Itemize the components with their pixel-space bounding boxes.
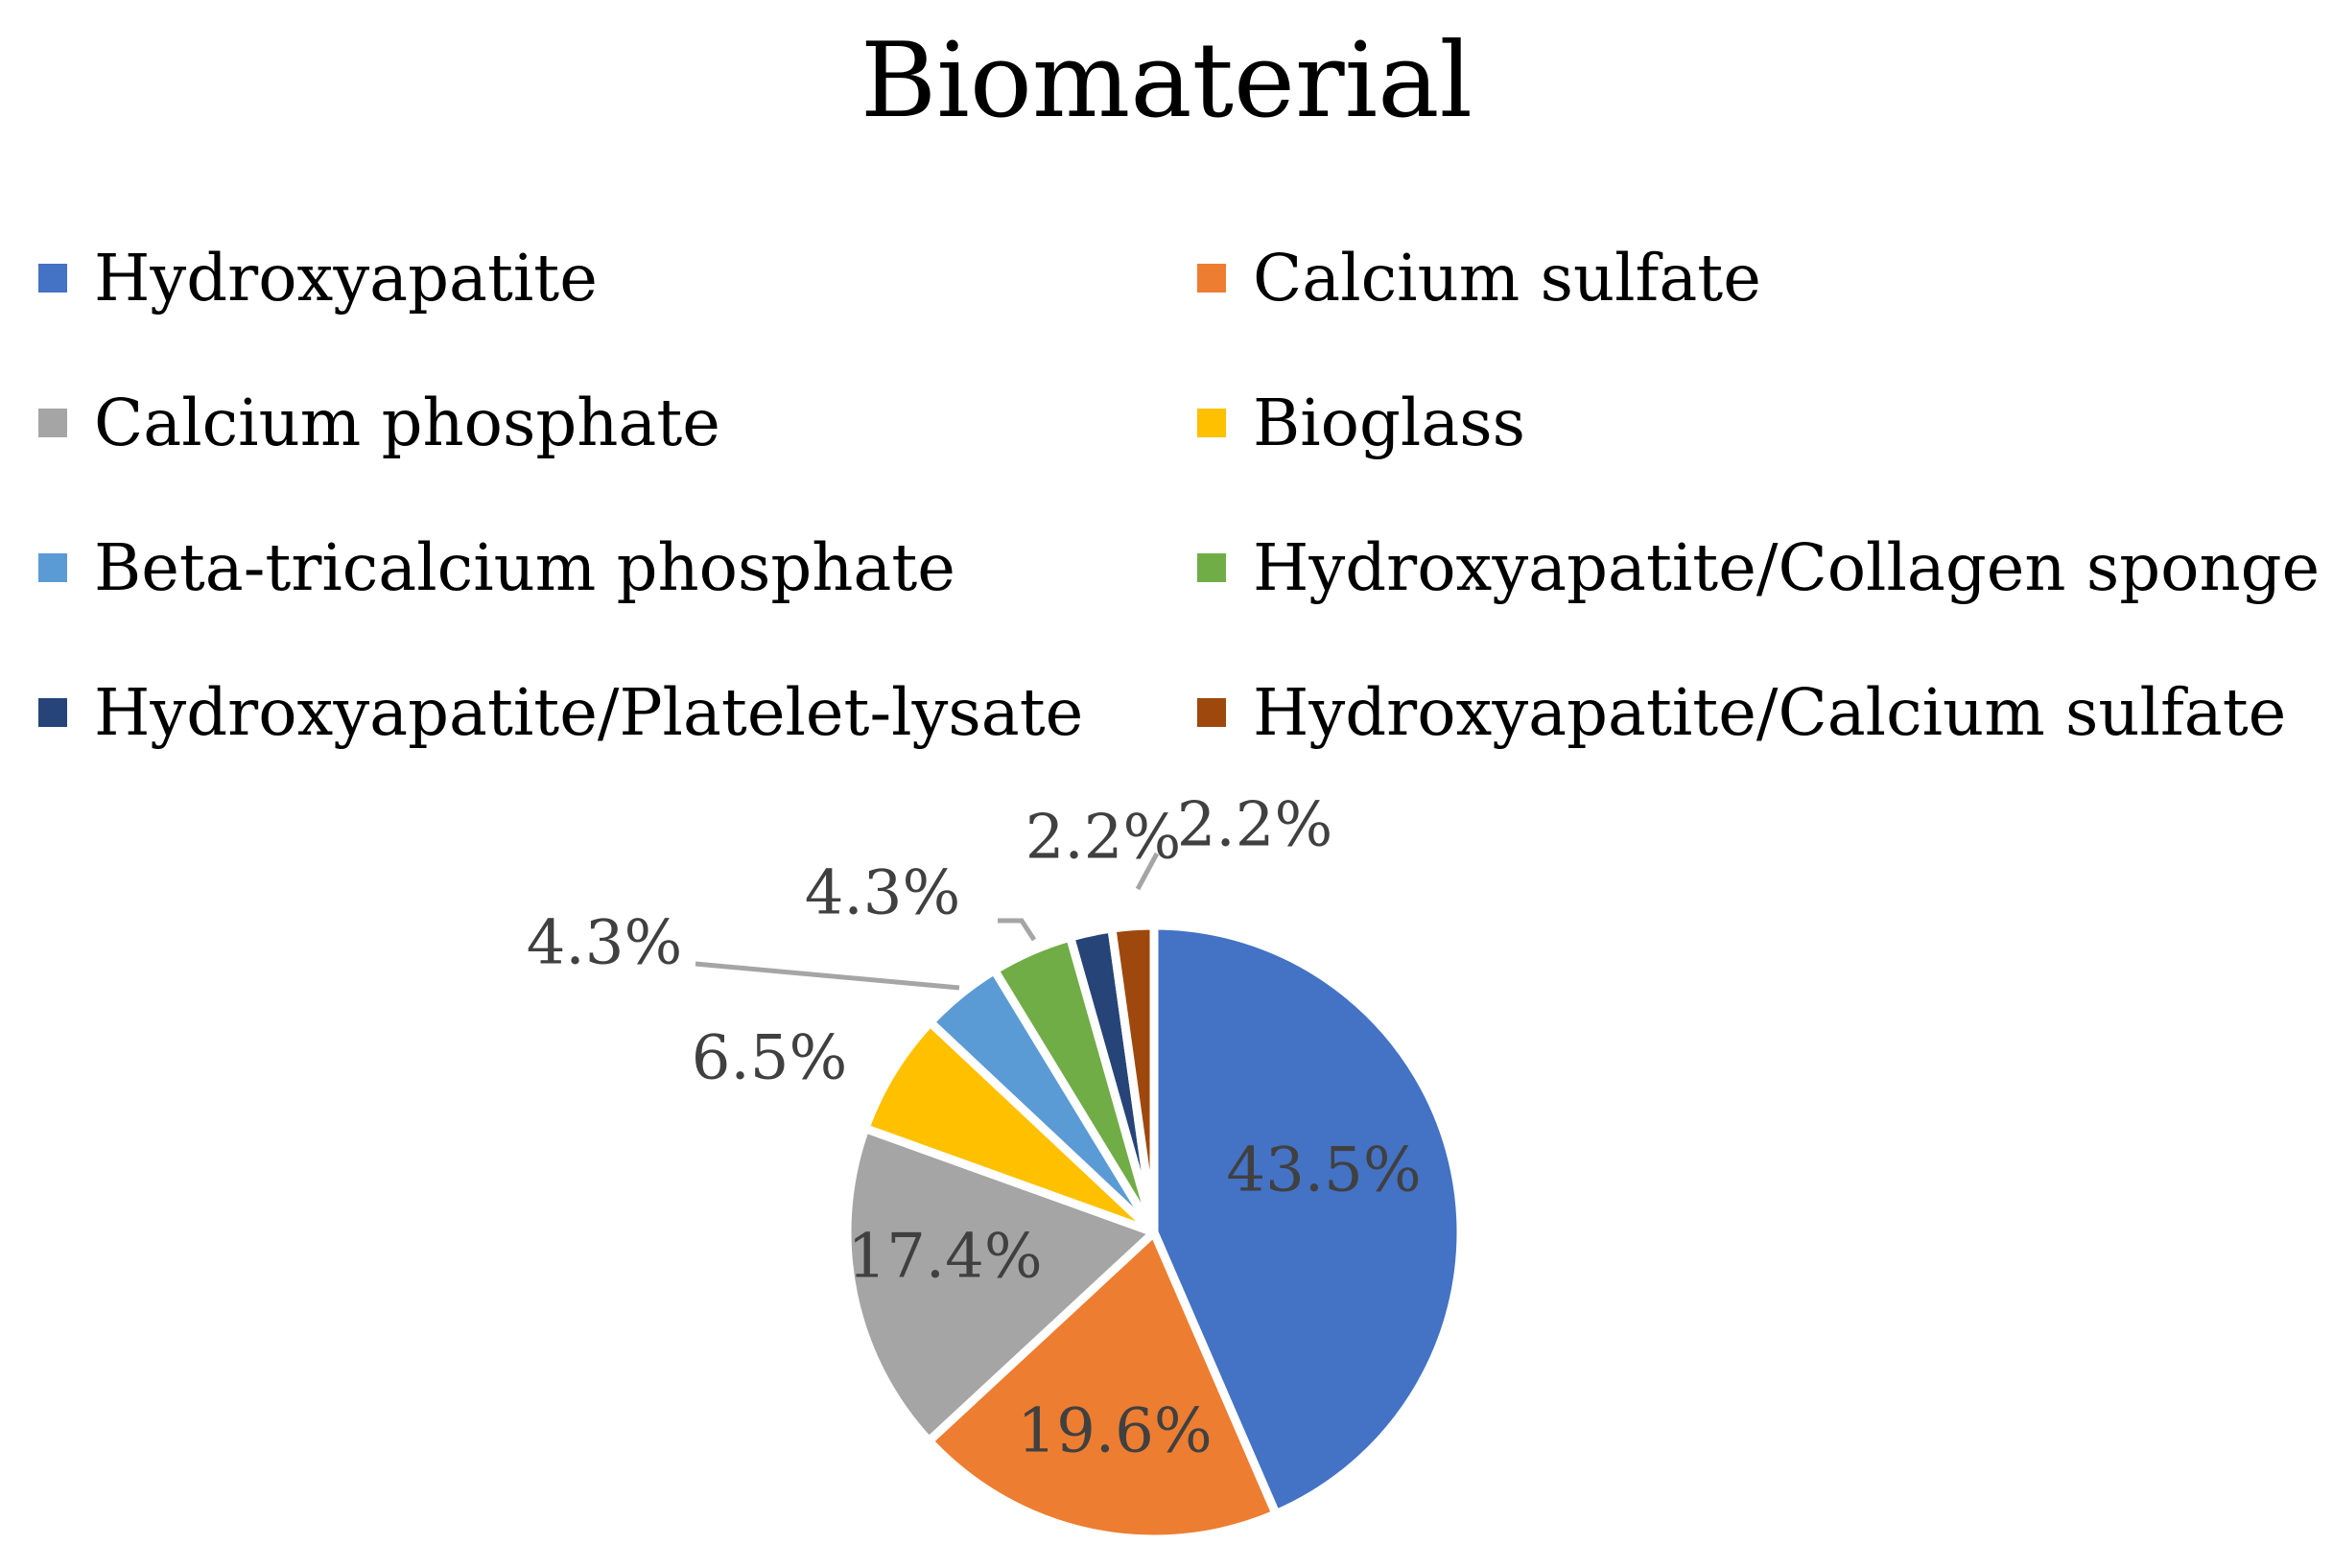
legend-item: Bioglass [1197, 380, 1525, 466]
data-label: 6.5% [692, 1023, 848, 1094]
pie-slice [924, 1228, 1281, 1544]
legend-item: Hydroxyapatite [38, 235, 598, 321]
legend-item: Hydroxyapatite/Calcium sulfate [1197, 669, 2286, 756]
legend-label: Hydroxyapatite [94, 241, 598, 316]
pie-slice [1149, 921, 1466, 1519]
legend-label: Beta-tricalcium phosphate [94, 530, 955, 605]
leader-line [1135, 852, 1160, 891]
legend-label: Bioglass [1253, 386, 1526, 460]
legend-item: Hydroxyapatite/Collagen sponge [1197, 525, 2320, 611]
pie-slice [1107, 921, 1159, 1237]
legend-swatch [38, 698, 67, 727]
data-label: 2.2% [1177, 790, 1333, 861]
data-label: 2.2% [1025, 803, 1182, 874]
chart-title: Biomaterial [860, 21, 1473, 141]
legend-label: Calcium phosphate [94, 386, 720, 460]
legend-swatch [38, 553, 67, 582]
legend-swatch [1197, 553, 1226, 582]
leader-line [998, 918, 1037, 942]
legend-swatch [38, 409, 67, 437]
legend-label: Hydroxyapatite/Collagen sponge [1253, 530, 2321, 605]
legend-item: Calcium sulfate [1197, 235, 1761, 321]
legend-label: Calcium sulfate [1253, 241, 1761, 316]
data-label: 17.4% [847, 1222, 1042, 1293]
legend-swatch [1197, 409, 1226, 437]
data-label: 19.6% [1017, 1396, 1212, 1467]
data-label: 43.5% [1226, 1135, 1421, 1206]
legend-item: Beta-tricalcium phosphate [38, 525, 955, 611]
legend-item: Hydroxyapatite/Platelet-lysate [38, 669, 1083, 756]
legend-label: Hydroxyapatite/Calcium sulfate [1253, 675, 2287, 750]
legend-swatch [1197, 264, 1226, 293]
data-label: 4.3% [527, 908, 683, 979]
legend-item: Calcium phosphate [38, 380, 720, 466]
legend-swatch [1197, 698, 1226, 727]
leader-line [695, 961, 960, 991]
legend-swatch [38, 264, 67, 293]
legend-label: Hydroxyapatite/Platelet-lysate [94, 675, 1084, 750]
data-label: 4.3% [805, 858, 961, 929]
